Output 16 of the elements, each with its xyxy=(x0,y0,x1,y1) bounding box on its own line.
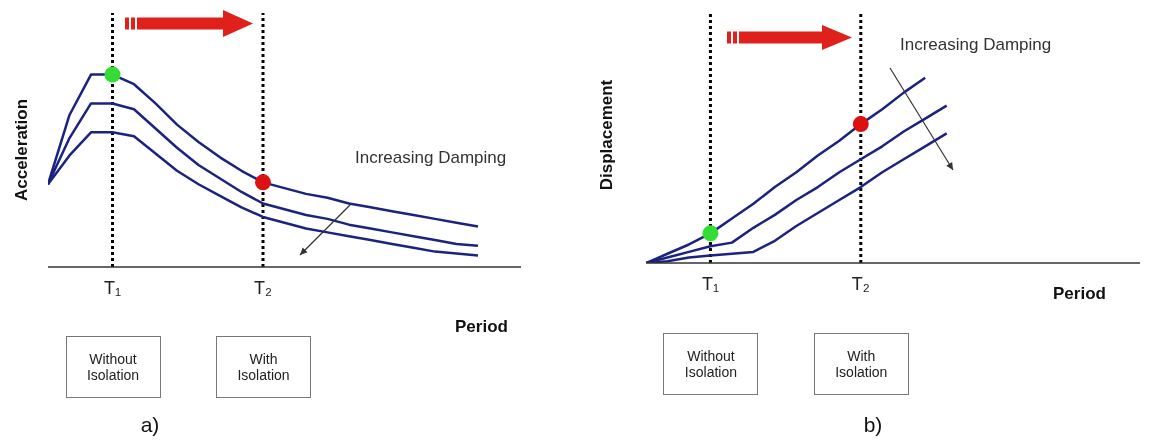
x-axis-title: Period xyxy=(1053,284,1106,304)
text: Without Isolation xyxy=(683,348,738,380)
text: Without Isolation xyxy=(85,351,141,383)
x-tick-label: T₂ xyxy=(254,277,272,298)
text: a) xyxy=(140,413,160,437)
y-axis-title: Displacement xyxy=(597,79,617,191)
text: With Isolation xyxy=(236,351,291,383)
annotation: Increasing Damping xyxy=(355,148,507,168)
x-tick-label: T₁ xyxy=(701,273,719,294)
x-tick-label: T₁ xyxy=(103,277,122,298)
text: b) xyxy=(863,413,883,437)
x-tick-label: T₂ xyxy=(851,273,870,294)
text: With Isolation xyxy=(834,348,889,380)
y-axis-title: Acceleration xyxy=(12,98,32,202)
x-axis-title: Period xyxy=(455,317,508,337)
text: Increasing Damping xyxy=(900,35,1052,55)
